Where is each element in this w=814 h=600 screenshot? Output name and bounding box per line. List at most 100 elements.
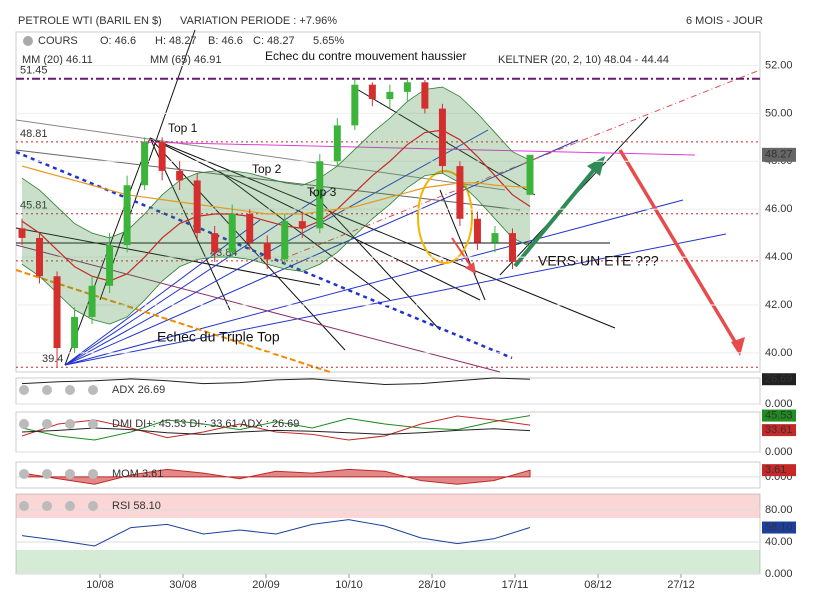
candle-body — [456, 166, 464, 219]
candle-body — [421, 82, 429, 109]
annotation: VERS UN ETE ??? — [538, 253, 659, 269]
candle-body — [386, 91, 394, 100]
candle-body — [36, 237, 44, 277]
subtitle: VARIATION PERIODE : +7.96% — [180, 15, 337, 27]
panel-icon — [19, 501, 29, 511]
panel-icon — [88, 419, 98, 429]
candle-body — [141, 142, 149, 186]
panel-icon — [65, 469, 75, 479]
legend-item: O: 46.6 — [100, 35, 136, 47]
value-badge-label: 58.10 — [765, 521, 793, 533]
value-badge — [762, 521, 796, 534]
panel-icon — [42, 385, 52, 395]
level-label: 48.81 — [20, 128, 48, 140]
overbought-band — [16, 494, 760, 518]
annotation: Top 1 — [168, 121, 198, 135]
candle-body — [246, 213, 254, 243]
indicator-line — [21, 415, 531, 441]
panel-icon — [88, 501, 98, 511]
panel-icon — [65, 501, 75, 511]
y-tick-label: 46.00 — [765, 203, 793, 215]
panel-icon — [88, 385, 98, 395]
candle-body — [71, 316, 79, 349]
y-tick-label: 42.00 — [765, 299, 793, 311]
moving-average — [21, 165, 531, 215]
candle-body — [403, 82, 411, 92]
x-tick-label: 10/08 — [86, 579, 114, 591]
candle-body — [316, 161, 324, 229]
candle-body — [18, 228, 26, 238]
x-tick-label: 17/11 — [502, 579, 529, 591]
panel-icon — [42, 469, 52, 479]
panel-icon — [65, 419, 75, 429]
candle-body — [368, 84, 376, 100]
annotation: Top 3 — [307, 185, 337, 199]
keltner-upper — [21, 86, 531, 239]
candle-body — [526, 154, 534, 195]
candle-body — [438, 108, 446, 167]
y-tick-label: 0.000 — [765, 398, 793, 410]
indicator-line — [21, 415, 531, 441]
x-tick-label: 28/10 — [418, 579, 446, 591]
indicator-line — [21, 427, 531, 435]
indicator-area — [21, 468, 531, 485]
value-badge — [762, 373, 796, 386]
candle-body — [176, 170, 184, 181]
panel-icon — [65, 385, 75, 395]
value-badge-label: 3.61 — [765, 464, 786, 476]
candle-body — [298, 221, 306, 229]
level-label: 45.81 — [20, 200, 48, 212]
last-badge — [762, 147, 796, 162]
legend-item: MM (65) 46.91 — [150, 54, 222, 66]
candle-body — [88, 285, 96, 317]
x-tick-label: 08/12 — [584, 579, 612, 591]
x-tick-label: 20/09 — [252, 579, 280, 591]
indicator-panel — [15, 493, 761, 575]
y-tick-label: 50.00 — [765, 107, 793, 119]
value-badge-label: 45.53 — [765, 409, 793, 421]
y-tick-label: 0.000 — [765, 568, 793, 580]
candle-body — [106, 245, 114, 286]
legend-item: C: 48.27 — [253, 35, 295, 47]
candle-body — [123, 185, 131, 246]
panel-icon — [88, 469, 98, 479]
indicator-label: DMI DI+: 45.53 DI-: 33.61 ADX : 26.69 — [112, 418, 299, 430]
legend-item: COURS — [38, 35, 78, 47]
candle-body — [263, 242, 271, 260]
legend-item: H: 48.27 — [155, 35, 197, 47]
legend-icon — [23, 36, 33, 46]
y-tick-label: 0.000 — [765, 446, 793, 458]
legend-item: KELTNER (20, 2, 10) 48.04 - 44.44 — [498, 54, 669, 66]
trendlines — [15, 29, 761, 373]
x-tick-label: 10/10 — [335, 579, 363, 591]
x-tick-label: 30/08 — [169, 579, 197, 591]
title: PETROLE WTI (BARIL EN $) — [18, 15, 162, 27]
candle-body — [508, 233, 516, 262]
candle-body — [333, 125, 341, 162]
panel-icon — [19, 385, 29, 395]
oversold-band — [16, 550, 760, 574]
candle-body — [351, 84, 359, 126]
panel-icon — [19, 419, 29, 429]
indicator-label: RSI 58.10 — [112, 500, 161, 512]
y-tick-label: 80.00 — [765, 504, 793, 516]
period: 6 MOIS - JOUR — [686, 15, 763, 27]
value-badge — [762, 409, 796, 422]
indicator-line — [21, 377, 531, 386]
legend-item: B: 46.6 — [208, 35, 243, 47]
annotation: Echec du contre mouvement haussier — [265, 49, 466, 63]
annotation: Top 2 — [252, 162, 282, 176]
last-label: 48.27 — [765, 149, 793, 161]
y-tick-label: 40.00 — [765, 536, 793, 548]
panel-icon — [42, 501, 52, 511]
y-tick-label: 40.00 — [765, 347, 793, 359]
candle-body — [53, 276, 61, 349]
level-label: 51.45 — [20, 65, 48, 77]
keltner-lower — [21, 172, 531, 325]
legend-item: MM (20) 46.11 — [22, 54, 93, 66]
candle-body — [491, 233, 499, 243]
indicator-label: MOM 3.61 — [112, 468, 163, 480]
y-tick-label: 52.00 — [765, 59, 793, 71]
candle-body — [281, 221, 289, 260]
